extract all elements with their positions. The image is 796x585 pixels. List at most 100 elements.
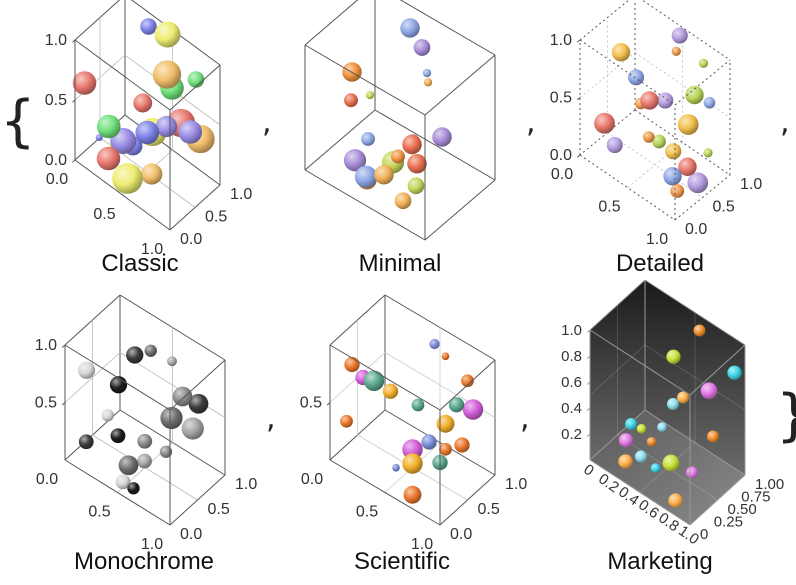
scatter-point — [422, 68, 432, 78]
y-tick-label: 1.00 — [755, 476, 784, 493]
scatter-point — [141, 163, 163, 185]
scatter-point — [670, 184, 685, 198]
chart-title-minimal: Minimal — [358, 250, 442, 277]
z-tick-label: 0.0 — [45, 152, 67, 169]
box-edge — [169, 474, 226, 526]
scatter-point — [448, 397, 465, 413]
scatter-point — [340, 414, 353, 428]
scatter-point — [727, 365, 742, 380]
scatter-point — [144, 344, 157, 357]
scatter-point — [101, 409, 114, 422]
scatter-point — [635, 450, 647, 463]
box-edge — [644, 409, 746, 476]
y-tick-label: 0 — [700, 526, 708, 543]
z-tick-label: 0.5 — [45, 92, 67, 109]
scatter-point — [77, 361, 96, 379]
scatter-point — [402, 134, 422, 155]
scatter-point — [652, 134, 666, 149]
scatter-point — [137, 453, 152, 469]
y-tick-label: 0.5 — [205, 209, 227, 226]
scatter-point — [663, 167, 682, 186]
x-tick-label: 0.5 — [598, 199, 620, 216]
box-edge — [169, 184, 221, 231]
scatter-point — [72, 71, 97, 95]
scatter-point — [423, 78, 433, 87]
scatter-point — [625, 418, 637, 430]
x-tick-label: 0.0 — [301, 471, 323, 488]
tick-mark — [61, 344, 66, 348]
separator-comma-1: , — [262, 105, 272, 140]
scatter-point — [127, 482, 140, 495]
z-tick-label: 1.0 — [550, 32, 572, 49]
chart-title-detailed: Detailed — [615, 250, 705, 277]
x-tick-label: 0.0 — [36, 471, 58, 488]
gridline — [627, 142, 683, 188]
box-edge — [74, 159, 171, 231]
scatter-point — [461, 374, 474, 388]
scatter-point — [667, 398, 679, 410]
scatter-point — [402, 453, 423, 474]
scatter-point — [703, 148, 713, 158]
scatter-point — [693, 324, 706, 337]
scatter-point — [374, 165, 394, 185]
chart-detailed: 0.0 0.5 1.0 0.0 0.5 1.0 0.0 0.5 1.0 — [550, 0, 762, 248]
box-edge — [329, 344, 441, 411]
scatter-point — [636, 423, 647, 434]
scatter-point — [187, 71, 205, 88]
gridline — [579, 52, 636, 98]
box-edge — [64, 459, 171, 526]
box-edge — [644, 279, 746, 346]
scatter-point — [642, 131, 655, 143]
box-edge — [304, 0, 359, 46]
scatter-point — [126, 346, 144, 364]
chart-title-monochrome: Monochrome — [73, 548, 215, 575]
scatter-point — [668, 493, 683, 508]
scatter-point — [678, 157, 697, 176]
scatter-point — [627, 69, 645, 86]
separator-comma-2: , — [526, 105, 536, 140]
side-wall — [590, 280, 645, 460]
box-edge — [689, 474, 746, 526]
chart-scientific: 0.5 0.0 0.5 1.0 0.0 0.5 1.0 — [300, 294, 527, 553]
tick-mark — [326, 402, 331, 406]
separator-comma-4: , — [266, 401, 276, 436]
separator-comma-3: , — [780, 105, 790, 140]
scatter-point — [454, 437, 470, 453]
scatter-point — [441, 352, 450, 361]
box-edge — [579, 39, 676, 106]
z-tick-label: 0.6 — [561, 374, 582, 391]
scatter-point — [666, 349, 681, 364]
scatter-point — [115, 474, 131, 490]
y-tick-label: 0.5 — [478, 501, 500, 518]
y-tick-label: 0.5 — [208, 501, 230, 518]
z-tick-label: 1.0 — [35, 337, 57, 354]
scatter-point — [413, 39, 431, 56]
scatter-point — [407, 177, 425, 195]
box-edge — [589, 409, 646, 461]
box-edge — [304, 169, 426, 241]
scatter-point — [363, 370, 385, 391]
scatter-point — [78, 434, 94, 450]
z-tick-label: 1.0 — [45, 32, 67, 49]
scatter-point — [462, 399, 484, 420]
x-tick-label: 1.0 — [646, 231, 668, 248]
z-tick-label: 0.2 — [561, 426, 582, 443]
scatter-point — [354, 165, 378, 188]
z-tick-label: 0.5 — [35, 395, 57, 412]
x-tick-label: 1.0 — [141, 536, 163, 553]
box-edge — [579, 0, 630, 41]
scatter-point — [687, 172, 709, 194]
scatter-point — [432, 127, 452, 147]
scatter-point — [703, 96, 716, 109]
box-edge — [641, 0, 731, 61]
x-tick-label: 1.0 — [141, 241, 163, 258]
scatter-point — [382, 383, 399, 399]
scatter-point — [95, 133, 103, 142]
box-edge — [424, 179, 496, 241]
box-edge — [439, 359, 496, 411]
y-tick-label: 1.0 — [740, 176, 762, 193]
scatter-point — [96, 146, 121, 171]
scatter-point — [188, 393, 209, 414]
tick-mark — [586, 329, 591, 333]
x-tick-label: 0.0 — [46, 171, 68, 188]
